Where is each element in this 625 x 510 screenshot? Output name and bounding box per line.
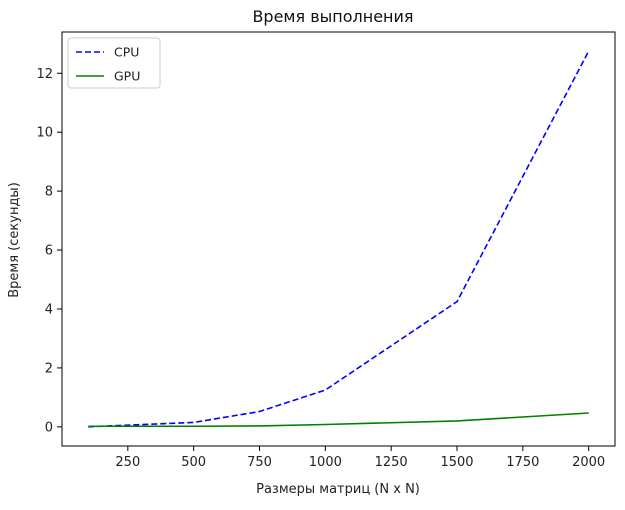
series-line-cpu (88, 50, 590, 428)
x-tick-label: 1000 (309, 455, 342, 470)
legend: CPU GPU (67, 37, 161, 89)
legend-label-gpu: GPU (114, 69, 140, 84)
x-axis-label: Размеры матриц (N x N) (256, 482, 420, 497)
x-tick-label: 1500 (440, 455, 473, 470)
plot-frame (61, 31, 616, 447)
y-tick-label: 8 (45, 185, 53, 200)
x-tick-label: 750 (247, 455, 272, 470)
series-layer (88, 50, 590, 428)
series-line-gpu (88, 412, 589, 428)
x-tick-label: 1250 (375, 455, 408, 470)
legend-label-cpu: CPU (114, 45, 139, 60)
x-tick-label: 500 (181, 455, 206, 470)
x-tick-label: 250 (115, 455, 140, 470)
y-axis-label: Время (секунды) (7, 182, 22, 298)
y-tick-label: 4 (45, 302, 53, 317)
y-tick-label: 2 (45, 361, 53, 376)
chart-title: Время выполнения (252, 7, 413, 26)
y-axis-ticks: 0 2 4 6 8 10 12 (36, 67, 62, 435)
y-tick-label: 10 (36, 126, 53, 141)
y-tick-label: 6 (45, 244, 53, 259)
x-tick-label: 2000 (572, 455, 605, 470)
x-tick-label: 1750 (506, 455, 539, 470)
y-tick-label: 0 (45, 420, 53, 435)
y-tick-label: 12 (36, 67, 53, 82)
x-axis-ticks: 250 500 750 1000 1250 1500 1750 2000 (115, 446, 605, 470)
